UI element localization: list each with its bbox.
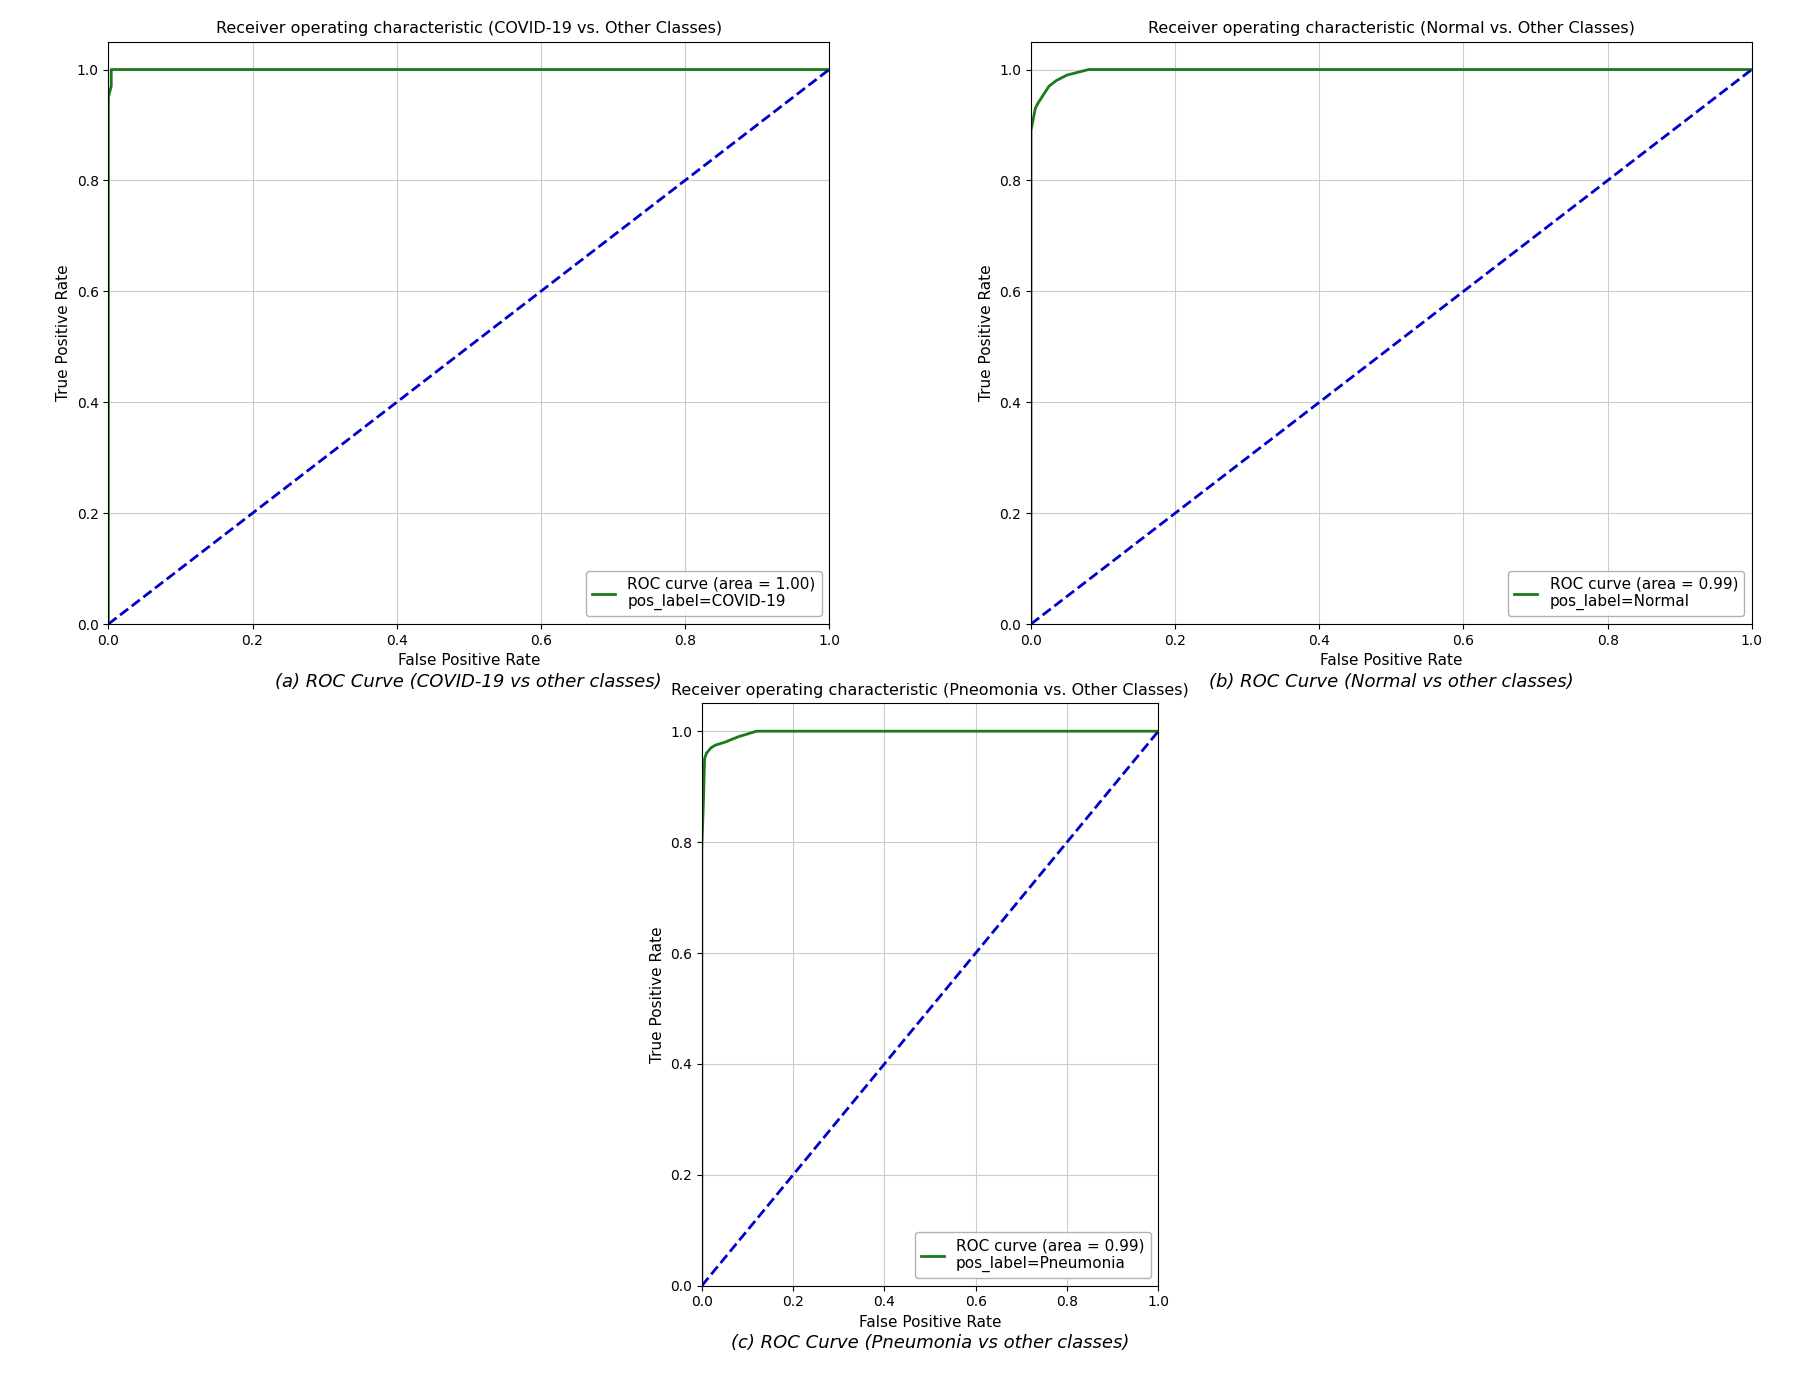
Legend: ROC curve (area = 0.99)
pos_label=Normal: ROC curve (area = 0.99) pos_label=Normal bbox=[1507, 571, 1744, 617]
Title: Receiver operating characteristic (Normal vs. Other Classes): Receiver operating characteristic (Norma… bbox=[1148, 21, 1634, 36]
Y-axis label: True Positive Rate: True Positive Rate bbox=[650, 926, 664, 1063]
Legend: ROC curve (area = 1.00)
pos_label=COVID-19: ROC curve (area = 1.00) pos_label=COVID-… bbox=[585, 571, 821, 617]
Y-axis label: True Positive Rate: True Positive Rate bbox=[56, 265, 70, 401]
X-axis label: False Positive Rate: False Positive Rate bbox=[397, 653, 540, 669]
Title: Receiver operating characteristic (COVID-19 vs. Other Classes): Receiver operating characteristic (COVID… bbox=[215, 21, 722, 36]
Text: (a) ROC Curve (COVID-19 vs other classes): (a) ROC Curve (COVID-19 vs other classes… bbox=[276, 673, 662, 691]
Y-axis label: True Positive Rate: True Positive Rate bbox=[978, 265, 993, 401]
Legend: ROC curve (area = 0.99)
pos_label=Pneumonia: ROC curve (area = 0.99) pos_label=Pneumo… bbox=[915, 1233, 1150, 1279]
Text: (b) ROC Curve (Normal vs other classes): (b) ROC Curve (Normal vs other classes) bbox=[1208, 673, 1572, 691]
Title: Receiver operating characteristic (Pneomonia vs. Other Classes): Receiver operating characteristic (Pneom… bbox=[671, 683, 1188, 698]
X-axis label: False Positive Rate: False Positive Rate bbox=[1319, 653, 1462, 669]
Text: (c) ROC Curve (Pneumonia vs other classes): (c) ROC Curve (Pneumonia vs other classe… bbox=[731, 1334, 1128, 1353]
X-axis label: False Positive Rate: False Positive Rate bbox=[859, 1315, 1000, 1330]
